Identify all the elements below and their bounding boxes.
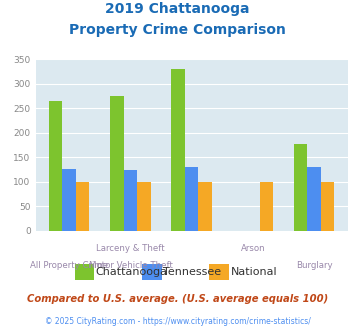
Text: National: National: [231, 267, 277, 277]
Text: Tennessee: Tennessee: [163, 267, 222, 277]
Text: All Property Crime: All Property Crime: [30, 261, 108, 270]
Bar: [76, 182, 89, 231]
Text: © 2025 CityRating.com - https://www.cityrating.com/crime-statistics/: © 2025 CityRating.com - https://www.city…: [45, 317, 310, 326]
Text: Chattanooga: Chattanooga: [96, 267, 168, 277]
Bar: [260, 182, 273, 231]
Text: Burglary: Burglary: [296, 261, 333, 270]
Text: 2019 Chattanooga: 2019 Chattanooga: [105, 2, 250, 16]
Bar: [198, 182, 212, 231]
Text: Property Crime Comparison: Property Crime Comparison: [69, 23, 286, 37]
Bar: [321, 182, 334, 231]
Text: Arson: Arson: [241, 244, 265, 253]
Bar: [185, 167, 198, 231]
Bar: [124, 170, 137, 231]
Bar: [137, 182, 151, 231]
Text: Motor Vehicle Theft: Motor Vehicle Theft: [88, 261, 173, 270]
Text: Compared to U.S. average. (U.S. average equals 100): Compared to U.S. average. (U.S. average …: [27, 294, 328, 304]
Bar: [110, 96, 124, 231]
Bar: [307, 167, 321, 231]
Bar: [62, 169, 76, 231]
Text: Larceny & Theft: Larceny & Theft: [96, 244, 165, 253]
Bar: [49, 101, 62, 231]
Bar: [294, 144, 307, 231]
Bar: [171, 69, 185, 231]
